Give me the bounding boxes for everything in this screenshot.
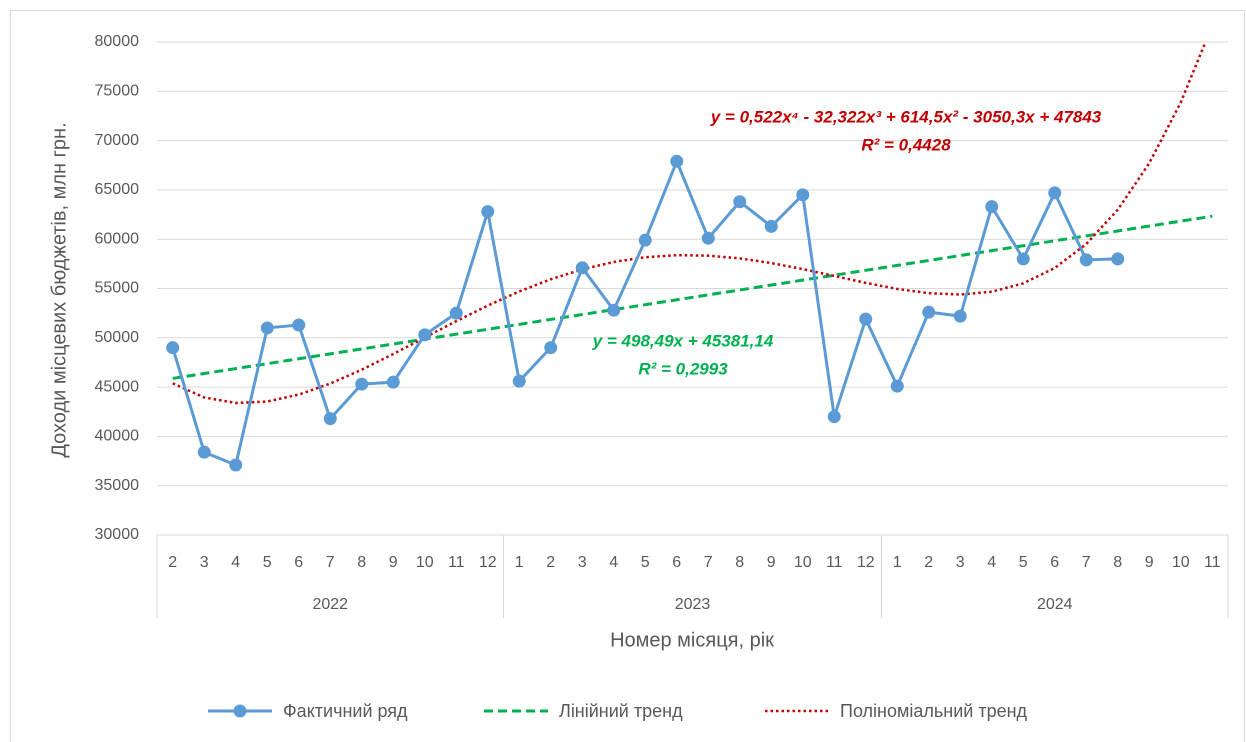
y-tick-label: 60000 [95,230,140,247]
x-tick-label: 6 [294,554,303,571]
x-tick-label: 3 [578,554,587,571]
data-point [890,379,904,393]
data-point [764,219,778,233]
x-tick-label: 5 [641,554,650,571]
x-tick-label: 11 [826,554,843,571]
trend-annotation: y = 0,522x⁴ - 32,322x³ + 614,5x² - 3050,… [710,107,1102,126]
x-axis-title: Номер місяця, рік [610,629,774,651]
data-point [386,375,400,389]
data-point [1079,253,1093,267]
y-tick-label: 45000 [95,378,140,395]
plot-area [166,42,1213,472]
x-group-label: 2024 [1037,596,1073,613]
data-point [827,410,841,424]
data-point [355,377,369,391]
x-tick-label: 11 [448,554,465,571]
x-tick-label: 8 [1113,554,1122,571]
x-tick-label: 3 [200,554,209,571]
data-point [953,309,967,323]
y-tick-label: 30000 [95,526,140,543]
x-tick-label: 11 [1204,554,1221,571]
data-point [323,412,337,426]
x-tick-label: 3 [956,554,965,571]
data-point [575,261,589,275]
data-point [418,328,432,342]
x-tick-label: 7 [1082,554,1091,571]
x-tick-label: 6 [672,554,681,571]
x-tick-label: 1 [515,554,524,571]
x-tick-label: 9 [389,554,398,571]
x-tick-label: 10 [794,554,812,571]
chart-frame [10,10,1245,742]
data-point [512,374,526,388]
x-tick-label: 8 [735,554,744,571]
x-tick-label: 8 [357,554,366,571]
data-point [1048,186,1062,200]
y-tick-label: 75000 [95,83,140,100]
legend-label: Поліноміальний тренд [840,701,1028,721]
x-tick-label: 4 [609,554,618,571]
legend-label: Фактичний ряд [283,701,408,721]
series-line [172,42,1207,405]
x-tick-label: 4 [231,554,240,571]
data-point [859,312,873,326]
data-point [985,200,999,214]
x-tick-label: 12 [479,554,497,571]
x-tick-label: 10 [1172,554,1190,571]
y-tick-label: 40000 [95,428,140,445]
data-point [260,321,274,335]
x-group-label: 2023 [675,596,711,613]
data-point [481,205,495,219]
series-line [171,159,1118,467]
legend-marker [233,704,247,718]
x-tick-label: 2 [924,554,933,571]
y-tick-label: 80000 [95,33,140,50]
x-tick-label: 5 [263,554,272,571]
data-point [229,458,243,472]
x-tick-label: 5 [1019,554,1028,571]
x-tick-label: 7 [704,554,713,571]
data-point [1111,252,1125,266]
data-point [670,154,684,168]
data-point [197,445,211,459]
x-tick-label: 1 [893,554,902,571]
data-point [1016,252,1030,266]
data-point [166,341,180,355]
legend-label: Лінійний тренд [559,701,683,721]
x-tick-label: 10 [416,554,434,571]
x-tick-label: 9 [1145,554,1154,571]
y-tick-label: 35000 [95,477,140,494]
data-point [733,195,747,209]
y-axis-title: Доходи місцевих бюджетів, млн грн. [48,122,70,457]
y-tick-label: 70000 [95,132,140,149]
y-tick-label: 65000 [95,181,140,198]
data-point [638,233,652,247]
x-tick-label: 2 [168,554,177,571]
x-group-label: 2022 [312,596,348,613]
data-point [292,318,306,332]
trend-annotation: R² = 0,2993 [638,359,728,378]
x-tick-label: 12 [857,554,875,571]
data-point [544,341,558,355]
data-point [701,231,715,245]
data-point [796,188,810,202]
x-tick-label: 7 [326,554,335,571]
y-tick-label: 50000 [95,329,140,346]
trend-annotation: y = 498,49x + 45381,14 [592,331,774,350]
x-tick-label: 4 [987,554,996,571]
data-point [449,306,463,320]
x-tick-label: 6 [1050,554,1059,571]
x-tick-label: 9 [767,554,776,571]
data-point [922,305,936,319]
trend-annotation: R² = 0,4428 [861,135,951,154]
series-line [172,214,1213,380]
data-point [607,303,621,317]
x-tick-label: 2 [546,554,555,571]
y-tick-label: 55000 [95,280,140,297]
